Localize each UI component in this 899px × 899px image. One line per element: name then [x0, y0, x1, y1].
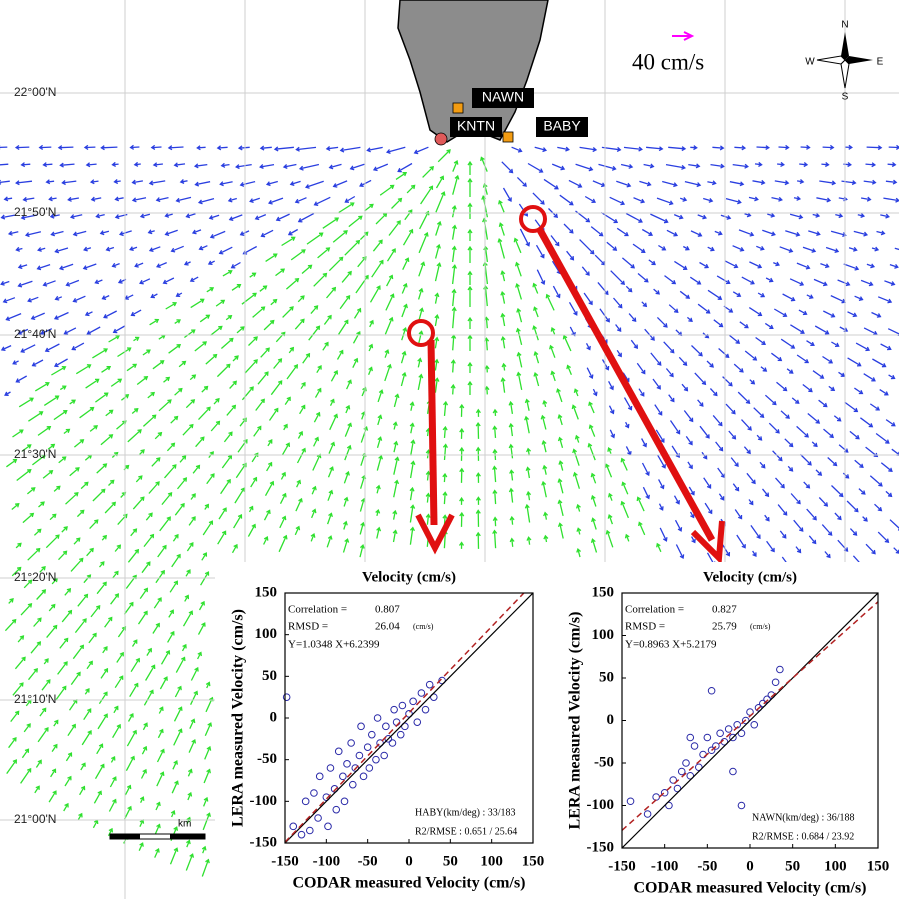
x-tick-label: 50 [443, 853, 458, 869]
annotation: NAWN(km/deg) : 36/188 [752, 812, 855, 823]
annotation: R2/RMSE : 0.684 / 23.92 [752, 831, 854, 842]
x-tick-label: 0 [405, 853, 413, 869]
x-tick-label: -100 [313, 853, 341, 869]
scale-label: 40 cm/s [632, 49, 704, 74]
y-tick-label: 0 [607, 712, 615, 728]
latitude-label: 22°00'N [14, 85, 56, 99]
scale-bar-segment [110, 834, 140, 839]
annotation: RMSD = [288, 621, 328, 633]
x-tick-label: 100 [480, 853, 503, 869]
compass-letter: S [842, 92, 849, 103]
y-tick-label: 150 [592, 584, 615, 600]
y-tick-label: -100 [250, 793, 278, 809]
latitude-label: 21°50'N [14, 205, 56, 219]
annotation: 26.04 [375, 621, 400, 633]
x-tick-label: -100 [651, 858, 679, 874]
annotation: (cm/s) [750, 622, 771, 631]
latitude-label: 21°20'N [14, 570, 56, 584]
latitude-label: 21°10'N [14, 692, 56, 706]
annotation: 25.79 [712, 621, 737, 633]
y-tick-label: -150 [250, 834, 278, 850]
annotation: 0.807 [375, 604, 400, 616]
annotation: RMSD = [625, 621, 665, 633]
callout-arrow [431, 340, 434, 525]
chart-title: Velocity (cm/s) [703, 569, 797, 585]
y-tick-label: -150 [587, 839, 615, 855]
chart-title: Velocity (cm/s) [362, 569, 456, 585]
compass-letter: W [805, 57, 815, 68]
y-tick-label: -100 [587, 797, 615, 813]
scale-bar-label: km [178, 819, 191, 830]
annotation: Correlation = [625, 604, 684, 616]
x-tick-label: 0 [746, 858, 754, 874]
x-tick-label: -150 [608, 858, 636, 874]
annotation: (cm/s) [413, 622, 434, 631]
x-tick-label: 150 [867, 858, 890, 874]
x-axis-label: CODAR measured Velocity (cm/s) [633, 880, 866, 897]
y-tick-label: 50 [599, 669, 614, 685]
x-tick-label: 150 [522, 853, 545, 869]
station-marker [503, 132, 513, 142]
y-tick-label: 100 [255, 626, 278, 642]
latitude-label: 21°00'N [14, 812, 56, 826]
y-tick-label: 50 [262, 668, 277, 684]
y-tick-label: -50 [594, 754, 614, 770]
y-tick-label: 150 [255, 584, 278, 600]
annotation: 0.827 [712, 604, 737, 616]
x-tick-label: 100 [824, 858, 847, 874]
station-label: KNTN [457, 118, 495, 134]
compass-letter: N [841, 20, 848, 31]
scale-bar-segment [170, 834, 205, 839]
y-tick-label: -50 [257, 751, 277, 767]
x-axis-label: CODAR measured Velocity (cm/s) [292, 875, 525, 892]
station-marker [453, 103, 463, 113]
y-tick-label: 0 [270, 709, 278, 725]
annotation: HABY(km/deg) : 33/183 [415, 807, 516, 818]
figure: 22°00'N 21°50'N 21°40'N 21°30'N 21°20'N 21°10… [0, 0, 899, 899]
y-axis-label: LERA measured Velocity (cm/s) [230, 609, 247, 827]
station-label: NAWN [482, 89, 524, 105]
x-tick-label: -50 [358, 853, 378, 869]
latitude-label: 21°40'N [14, 327, 56, 341]
x-tick-label: -150 [271, 853, 299, 869]
annotation: Correlation = [288, 604, 347, 616]
station-label: BABY [543, 118, 581, 134]
y-tick-label: 100 [592, 627, 615, 643]
compass-letter: E [877, 57, 884, 68]
x-tick-label: 50 [785, 858, 800, 874]
x-tick-label: -50 [697, 858, 717, 874]
annotation: Y=0.8963 X+5.2179 [625, 639, 717, 651]
latitude-label: 21°30'N [14, 447, 56, 461]
y-axis-label: LERA measured Velocity (cm/s) [567, 612, 584, 830]
station-marker [435, 133, 447, 145]
annotation: R2/RMSE : 0.651 / 25.64 [415, 826, 517, 837]
annotation: Y=1.0348 X+6.2399 [288, 639, 380, 651]
